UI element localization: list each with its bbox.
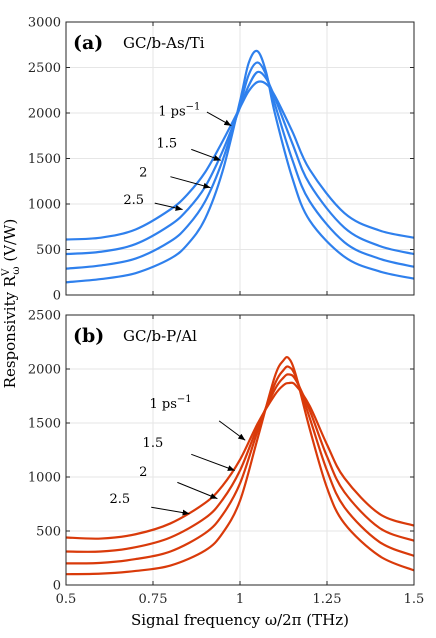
x-tick-label: 1.25 <box>313 592 342 607</box>
annotation-label: 2.5 <box>110 492 131 507</box>
panel-title: GC/b-P/Al <box>123 327 197 345</box>
y-tick-label: 2500 <box>28 309 61 324</box>
annotation-arrow <box>218 420 246 441</box>
annotation-label: 2.5 <box>123 193 144 208</box>
x-tick-label: 1.5 <box>404 592 425 607</box>
y-tick-label: 500 <box>36 243 61 258</box>
y-tick-label: 1500 <box>28 417 61 432</box>
annotation-label: 2 <box>139 465 147 480</box>
y-tick-label: 500 <box>36 525 61 540</box>
annotation-arrow <box>191 453 235 471</box>
y-tick-label: 2500 <box>28 61 61 76</box>
y-tick-label: 1000 <box>28 198 61 213</box>
annotation-arrow <box>151 506 190 516</box>
y-tick-label: 1500 <box>28 152 61 167</box>
annotation-arrow <box>191 148 222 161</box>
x-tick-label: 0.5 <box>56 592 77 607</box>
annotation-label: 1.5 <box>143 436 164 451</box>
y-tick-label: 2000 <box>28 363 61 378</box>
y-tick-label: 2000 <box>28 107 61 122</box>
panel-letter: (b) <box>73 325 104 347</box>
panel-letter: (a) <box>73 32 103 54</box>
annotation-label: 1.5 <box>156 137 177 152</box>
panel-a: 0 500 1000 1500 2000 2500 3000 (a) GC/b-As/Ti 1 p… <box>28 16 415 304</box>
grid <box>65 314 415 586</box>
x-axis-label: Signal frequency ω/2π (THz) <box>131 611 349 629</box>
y-tick-label: 0 <box>53 579 61 594</box>
panel-b: 0.5 0.75 1 1.25 1.5 0 500 1000 1500 2000 2500 (b) GC… <box>28 309 424 608</box>
series-line-4 <box>65 80 415 241</box>
series-line-3 <box>65 373 415 553</box>
series-line-4 <box>65 381 415 540</box>
panel-title: GC/b-As/Ti <box>123 34 205 52</box>
annotation-arrow <box>154 202 183 211</box>
annotation-arrow <box>177 481 218 500</box>
annotation-label: 1 ps−1 <box>150 394 192 412</box>
grid <box>65 21 415 296</box>
x-tick-label: 0.75 <box>139 592 168 607</box>
y-tick-label: 0 <box>53 289 61 304</box>
series-line-2 <box>65 365 415 565</box>
series-line-3 <box>65 70 415 256</box>
y-tick-label: 1000 <box>28 471 61 486</box>
series-line-1 <box>65 49 415 284</box>
annotation-arrow <box>206 111 232 127</box>
series-line-2 <box>65 61 415 270</box>
annotation-label: 2 <box>139 166 147 181</box>
annotation-label: 1 ps−1 <box>158 102 200 120</box>
x-tick-label: 1 <box>236 592 244 607</box>
annotation-arrow <box>170 176 211 189</box>
y-tick-label: 3000 <box>28 16 61 31</box>
y-axis-label: Responsivity RVω (V/W) <box>1 219 22 389</box>
series-line-1 <box>65 355 415 576</box>
